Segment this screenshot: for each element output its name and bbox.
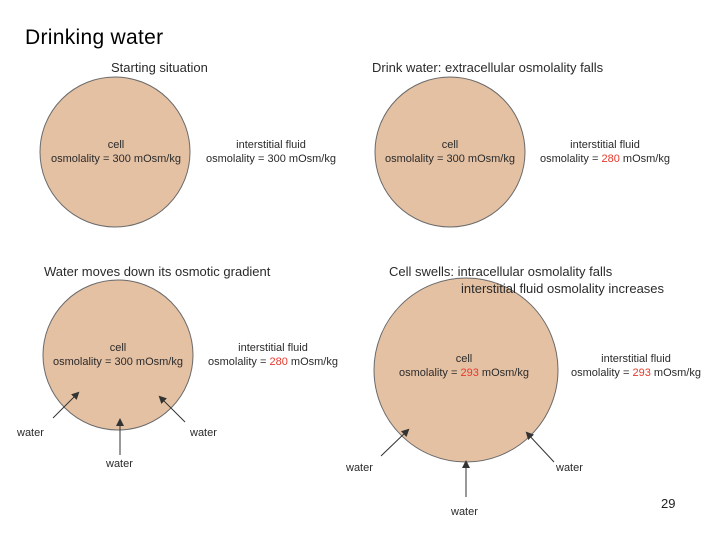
- fluid-osmolality: osmolality = 300 mOsm/kg: [206, 153, 336, 165]
- fluid-label-gradient: interstitial fluid osmolality = 280 mOsm…: [201, 341, 345, 369]
- water-label-left: water: [17, 427, 44, 439]
- fluid-osmolality: osmolality = 280 mOsm/kg: [540, 153, 670, 165]
- panel-title-gradient: Water moves down its osmotic gradient: [44, 264, 271, 279]
- fluid-label-swollen: interstitial fluid osmolality = 293 mOsm…: [563, 352, 709, 380]
- fluid-text: interstitial fluid: [238, 342, 308, 354]
- cell-label-swollen: cell osmolality = 293 mOsm/kg: [391, 352, 537, 380]
- cell-text: cell: [441, 139, 459, 151]
- water-arrow-left-swollen: [380, 428, 410, 457]
- fluid-text: interstitial fluid: [236, 139, 306, 151]
- cell-label-drink: cell osmolality = 300 mOsm/kg: [377, 138, 523, 166]
- page-number: 29: [661, 496, 676, 511]
- panel-title-starting: Starting situation: [111, 60, 208, 75]
- cell-text: cell: [107, 139, 125, 151]
- cell-text: cell: [109, 342, 127, 354]
- water-arrow-left: [52, 391, 80, 419]
- water-label-left-swollen: water: [346, 462, 373, 474]
- water-label-bottom-swollen: water: [451, 506, 478, 518]
- water-label-right: water: [190, 427, 217, 439]
- panel-title-drink: Drink water: extracellular osmolality fa…: [372, 60, 604, 75]
- fluid-osmolality: osmolality = 280 mOsm/kg: [208, 356, 338, 368]
- water-label-right-swollen: water: [556, 462, 583, 474]
- fluid-osmolality: osmolality = 293 mOsm/kg: [571, 367, 701, 379]
- cell-osmolality: osmolality = 300 mOsm/kg: [53, 356, 183, 368]
- fluid-text: interstitial fluid: [570, 139, 640, 151]
- slide-title: Drinking water: [25, 26, 164, 49]
- water-label-bottom: water: [106, 458, 133, 470]
- water-arrow-right: [158, 395, 186, 423]
- cell-osmolality: osmolality = 293 mOsm/kg: [399, 367, 529, 379]
- cell-circle-drink: [374, 76, 526, 228]
- cell-label-starting: cell osmolality = 300 mOsm/kg: [43, 138, 189, 166]
- cell-text: cell: [455, 353, 473, 365]
- fluid-label-drink: interstitial fluid osmolality = 280 mOsm…: [533, 138, 677, 166]
- cell-circle-starting: [39, 76, 191, 228]
- cell-circle-gradient: [42, 279, 194, 431]
- water-arrow-right-swollen: [525, 431, 555, 463]
- fluid-label-starting: interstitial fluid osmolality = 300 mOsm…: [199, 138, 343, 166]
- cell-osmolality: osmolality = 300 mOsm/kg: [51, 153, 181, 165]
- panel-title-swells-line2: interstitial fluid osmolality increases: [461, 281, 665, 296]
- fluid-text: interstitial fluid: [601, 353, 671, 365]
- cell-label-gradient: cell osmolality = 300 mOsm/kg: [45, 341, 191, 369]
- cell-osmolality: osmolality = 300 mOsm/kg: [385, 153, 515, 165]
- panel-title-swells-line1: Cell swells: intracellular osmolality fa…: [389, 264, 613, 279]
